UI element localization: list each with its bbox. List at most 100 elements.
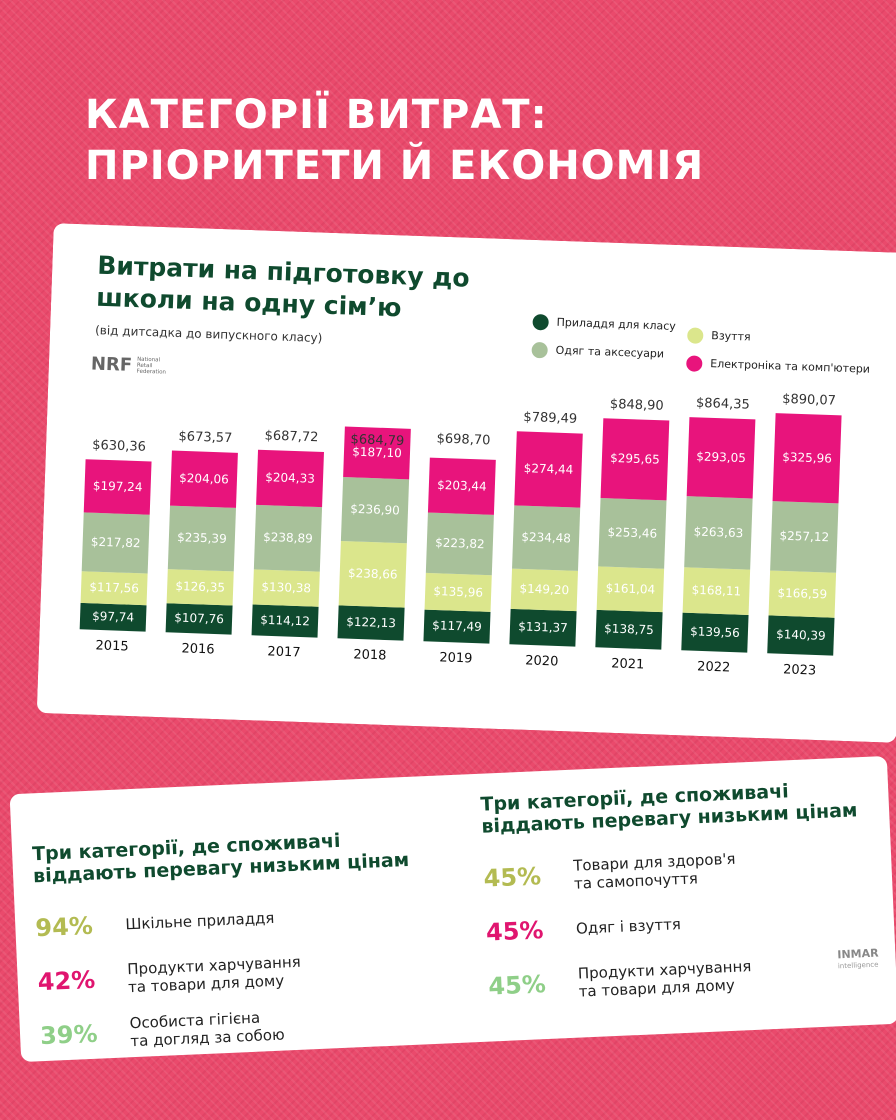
x-tick-label: 2021: [611, 656, 645, 672]
x-tick-label: 2017: [267, 644, 301, 660]
x-tick-label: 2022: [697, 659, 731, 675]
panel-heading: Три категорії, де споживачі віддають пере…: [480, 775, 896, 837]
value-label: $140,39: [776, 627, 826, 643]
bar-segment: [337, 605, 405, 641]
bar-segment: [251, 604, 319, 638]
bar-segment: [83, 459, 152, 515]
x-tick-label: 2016: [181, 641, 215, 657]
stat-percent: 45%: [487, 970, 547, 1001]
value-label: $122,13: [346, 615, 396, 631]
total-label: $630,36: [92, 438, 146, 455]
legend-label: Електроніка та комп'ютери: [710, 357, 870, 376]
total-label: $687,72: [264, 428, 318, 445]
value-label: $197,24: [93, 479, 143, 495]
bar-segment: [423, 609, 491, 644]
stat-percent: 94%: [34, 911, 94, 943]
stat-text: Продукти харчування та товари для дому: [127, 953, 302, 997]
value-label: $325,96: [782, 450, 832, 466]
stat-text: Товари для здоров'я та самопочуття: [573, 850, 737, 893]
bar-segment: [79, 602, 147, 632]
legend-swatch: [531, 342, 548, 359]
value-label: $235,39: [177, 530, 227, 546]
bar-segment: [253, 504, 323, 572]
value-label: $138,75: [604, 621, 654, 637]
bar-segment: [424, 572, 492, 612]
stat-text: Шкільне приладдя: [125, 909, 275, 933]
bar-segment: [256, 449, 324, 508]
stat-text: Одяг і взуття: [576, 915, 682, 938]
bar-segment: [80, 571, 148, 606]
bar-segment: [682, 567, 751, 615]
value-label: $139,56: [690, 624, 740, 640]
legend-label: Одяг та аксесуари: [555, 344, 664, 361]
value-label: $107,76: [174, 611, 224, 627]
stat-percent: 45%: [485, 916, 545, 947]
total-label: $684,79: [350, 432, 404, 449]
bar-segment: [514, 431, 583, 508]
bar-segment: [509, 608, 577, 647]
value-label: $187,10: [352, 445, 402, 461]
total-label: $789,49: [523, 410, 577, 427]
bar-segment: [686, 417, 756, 499]
bar-segment: [343, 426, 411, 480]
panel: Три категорії, де споживачі віддають пере…: [480, 775, 896, 1013]
x-tick-label: 2015: [95, 638, 129, 654]
total-label: $673,57: [178, 429, 232, 446]
value-label: $126,35: [175, 579, 225, 595]
bar-segment: [512, 505, 581, 571]
value-label: $253,46: [607, 525, 657, 541]
stat-text-line: Одяг і взуття: [575, 915, 682, 938]
value-label: $257,12: [779, 529, 829, 545]
bar-segment: [170, 450, 238, 508]
total-label: $864,35: [696, 396, 750, 413]
bar-segment: [425, 512, 494, 576]
bar-segment: [598, 498, 667, 569]
value-label: $217,82: [91, 535, 141, 551]
value-label: $274,44: [523, 461, 573, 477]
bar-segment: [167, 505, 236, 572]
bar-segment: [772, 413, 842, 504]
value-label: $263,63: [693, 525, 743, 541]
legend-label: Взуття: [711, 329, 751, 343]
bar-segment: [427, 457, 496, 515]
x-tick-label: 2018: [353, 647, 387, 663]
value-label: $135,96: [433, 584, 483, 600]
stat-percent: 39%: [39, 1019, 99, 1051]
bar-segment: [595, 609, 663, 650]
total-label: $848,90: [610, 397, 664, 414]
legend-swatch: [532, 314, 549, 331]
value-label: $161,04: [605, 581, 655, 597]
value-label: $234,48: [521, 530, 571, 546]
main-title: КАТЕГОРІЇ ВИТРАТ:: [85, 92, 548, 138]
bar-segment: [338, 540, 407, 608]
source-logo: NRF: [91, 354, 133, 376]
stat-text: Продукти харчування та товари для дому: [578, 957, 753, 1001]
value-label: $204,06: [179, 471, 229, 487]
value-label: $166,59: [777, 586, 827, 602]
bar-segment: [165, 603, 233, 635]
total-label: $698,70: [436, 431, 490, 448]
bar-segment: [684, 496, 753, 570]
value-label: $131,37: [518, 619, 568, 635]
value-label: $168,11: [691, 583, 741, 599]
stat-text-line: Шкільне приладдя: [124, 908, 275, 934]
bar-segment: [767, 615, 835, 656]
legend-swatch: [687, 327, 704, 344]
panel: Три категорії, де споживачі віддають пере…: [32, 825, 461, 1063]
value-label: $203,44: [437, 478, 487, 494]
bar-segment: [340, 477, 410, 544]
value-label: $293,05: [696, 449, 746, 465]
panel-heading: Три категорії, де споживачі віддають пере…: [32, 825, 454, 887]
value-label: $149,20: [519, 582, 569, 598]
value-label: $204,33: [265, 470, 315, 486]
value-label: $130,38: [261, 580, 311, 596]
main-title: ПРІОРИТЕТИ Й ЕКОНОМІЯ: [85, 143, 705, 189]
bar-segment: [81, 512, 150, 574]
value-label: $238,66: [348, 566, 398, 582]
total-label: $890,07: [782, 392, 836, 409]
stat-percent: 42%: [37, 965, 96, 997]
value-label: $117,49: [432, 618, 482, 634]
bar-segment: [768, 570, 837, 618]
